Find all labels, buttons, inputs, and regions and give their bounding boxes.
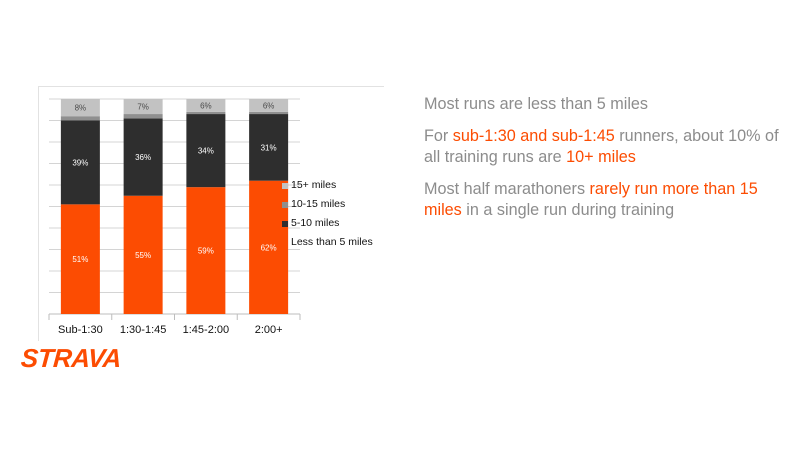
stacked-bar-chart: 51% 39% 8% Sub-1:30 55% 36% 7% 1:30-1:45 59% 34% 6… (48, 98, 301, 336)
bar-segment-5-10-miles (186, 114, 226, 188)
x-tick-label: 2:00+ (255, 324, 283, 336)
bar-segment-5-10-miles (60, 120, 100, 205)
note-highlight: rarely run more than 15 miles (424, 180, 758, 219)
data-label: 36% (135, 153, 151, 162)
legend-item: 10-15 miles (282, 198, 402, 217)
legend-swatch (282, 240, 288, 246)
bar-segment-5-10-miles (123, 118, 163, 196)
note-paragraph: Most runs are less than 5 miles (424, 94, 794, 115)
legend-swatch (282, 183, 288, 189)
legend-label: Less than 5 miles (291, 236, 373, 248)
bar-segment-10-15-miles (60, 116, 100, 121)
bar-segment-15-miles (123, 99, 163, 115)
note-text: in a single run during training (461, 201, 675, 219)
note-text: runners, about 10% of all training runs … (424, 127, 779, 166)
note-highlight: 10+ miles (566, 148, 636, 166)
notes-panel: Most runs are less than 5 miles For sub-1… (424, 94, 794, 232)
legend-item: 5-10 miles (282, 217, 402, 236)
note-paragraph: Most half marathoners rarely run more th… (424, 179, 794, 221)
bar-segment-less-than-5-miles (60, 204, 100, 314)
bar-segment-less-than-5-miles (186, 187, 226, 314)
legend-swatch (282, 221, 288, 227)
bar-segment-5-10-miles (249, 114, 289, 181)
note-text: For (424, 127, 453, 145)
note-text: Most runs are less than 5 miles (424, 95, 649, 113)
data-label: 55% (135, 251, 151, 260)
strava-logo: STRAVA (19, 343, 123, 373)
data-label: 8% (75, 104, 87, 113)
bar-segment-15-miles (186, 99, 226, 112)
legend-label: 15+ miles (291, 179, 337, 191)
legend-item: Less than 5 miles (282, 236, 402, 255)
note-paragraph: For sub-1:30 and sub-1:45 runners, about… (424, 126, 794, 168)
data-label: 51% (72, 255, 88, 264)
data-label: 7% (137, 103, 149, 112)
bar-segment-15-miles (60, 99, 100, 117)
note-highlight: sub-1:30 and sub-1:45 (452, 127, 615, 145)
chart-legend: 15+ miles 10-15 miles 5-10 miles Less than … (282, 179, 402, 255)
legend-swatch (282, 202, 288, 208)
bar-segment-15-miles (249, 99, 289, 112)
x-tick-label: 1:30-1:45 (120, 324, 166, 336)
chart-frame-left (38, 86, 39, 341)
note-text: Most half marathoners (424, 180, 590, 198)
bar-segment-less-than-5-miles (123, 195, 163, 314)
chart-panel: 51% 39% 8% Sub-1:30 55% 36% 7% 1:30-1:45 59% 34% 6… (38, 86, 384, 341)
data-label: 6% (200, 101, 212, 110)
x-tick-label: Sub-1:30 (58, 324, 103, 336)
bar-segment-less-than-5-miles (249, 180, 289, 314)
chart-frame-top (38, 86, 384, 87)
data-label: 34% (198, 147, 214, 156)
data-label: 31% (261, 143, 277, 152)
legend-label: 5-10 miles (291, 217, 340, 229)
x-tick-label: 1:45-2:00 (183, 324, 229, 336)
legend-item: 15+ miles (282, 179, 402, 198)
data-label: 59% (198, 247, 214, 256)
bar-segment-10-15-miles (123, 114, 163, 119)
bar-segment-10-15-miles (249, 111, 289, 115)
legend-label: 10-15 miles (291, 198, 346, 210)
bar-segment-10-15-miles (186, 111, 226, 115)
data-label: 62% (261, 243, 277, 252)
data-label: 39% (72, 158, 88, 167)
data-label: 6% (263, 101, 275, 110)
